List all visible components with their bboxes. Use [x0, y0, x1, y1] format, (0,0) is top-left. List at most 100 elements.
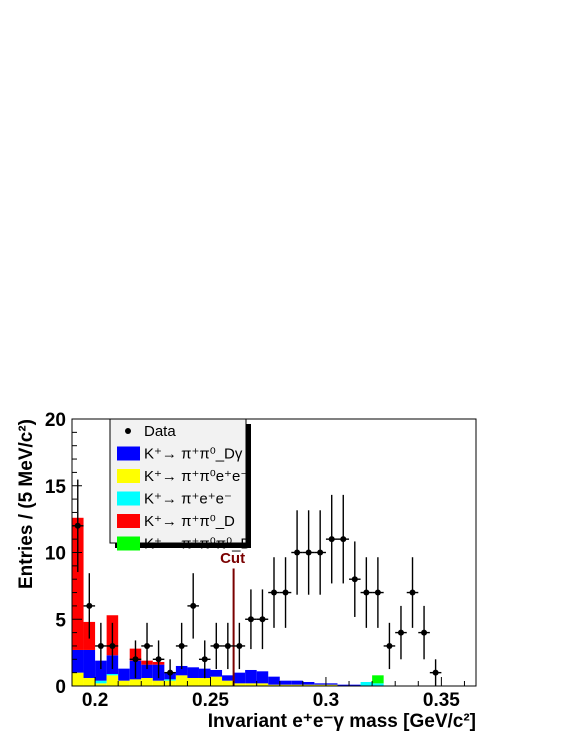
data-point-9	[187, 573, 199, 639]
legend: Data K⁺→ π⁺π⁰_Dγ K⁺→ π⁺π⁰e⁺e⁻ K⁺→ π⁺e⁺e⁻ K⁺→…	[109, 418, 251, 553]
bar-2-13	[222, 675, 234, 681]
bar-3-0	[72, 517, 84, 650]
data-point-19	[302, 510, 315, 595]
bar-2-15	[245, 669, 257, 684]
y-tick-label-0: 0	[55, 677, 66, 698]
svg-text:K⁺→ π⁺π⁰_Dγ: K⁺→ π⁺π⁰_Dγ	[144, 446, 243, 463]
x-tick-label-2: 0.3	[313, 690, 339, 711]
data-point-10	[198, 640, 211, 679]
bar-2-2	[95, 660, 107, 681]
bar-0-1	[83, 677, 96, 686]
bar-2-6	[141, 664, 153, 678]
data-point-4	[129, 640, 142, 679]
data-point-20	[314, 510, 326, 595]
y-tick-label-2: 10	[45, 544, 66, 565]
bar-0-13	[222, 680, 234, 686]
bar-0-9	[175, 675, 188, 686]
data-point-15	[256, 589, 269, 650]
bar-0-7	[152, 680, 165, 686]
bar-0-3	[106, 675, 119, 686]
bar-2-19	[291, 680, 303, 685]
svg-text:K⁺→ π⁺π⁰π⁰_D: K⁺→ π⁺π⁰π⁰_D	[144, 536, 251, 553]
bar-2-1	[83, 649, 96, 678]
data-point-12	[222, 622, 234, 670]
data-point-23	[349, 541, 361, 617]
bar-2-0	[72, 649, 84, 673]
data-point-18	[291, 510, 303, 595]
bar-0-5	[129, 679, 142, 686]
bar-0-17	[268, 684, 280, 686]
bar-0-11	[198, 677, 211, 686]
cut-marker: Cut	[220, 550, 245, 686]
data-point-0	[72, 479, 84, 573]
bar-2-16	[256, 671, 269, 684]
bar-0-18	[279, 684, 292, 686]
bar-2-18	[279, 680, 292, 685]
x-axis-title: Invariant e⁺e⁻γ mass [GeV/c²]	[208, 711, 476, 732]
bar-0-21	[314, 684, 326, 686]
data-point-3	[106, 622, 119, 670]
data-point-13	[233, 622, 246, 670]
bar-2-17	[268, 676, 280, 685]
data-point-25	[372, 557, 384, 628]
data-point-7	[164, 659, 176, 686]
svg-text:Data: Data	[144, 423, 176, 440]
x-tick-label-3: 0.35	[423, 690, 460, 711]
data-point-6	[152, 640, 165, 679]
bar-2-9	[175, 665, 188, 676]
bar-0-20	[302, 684, 315, 686]
x-tick-label-1: 0.25	[192, 690, 229, 711]
bar-0-16	[256, 683, 269, 686]
svg-text:K⁺→ π⁺π⁰_D: K⁺→ π⁺π⁰_D	[144, 513, 235, 530]
bar-2-4	[118, 668, 130, 681]
data-point-11	[210, 622, 223, 670]
bar-4-26	[372, 675, 384, 684]
data-point-8	[175, 622, 188, 670]
data-points	[72, 479, 442, 686]
data-point-17	[279, 557, 292, 628]
data-point-30	[429, 659, 442, 686]
bar-1-2	[95, 680, 107, 684]
legend-entry-1: K⁺→ π⁺e⁺e⁻	[117, 491, 232, 508]
bar-0-4	[118, 680, 130, 686]
x-tick-label-0: 0.2	[82, 690, 108, 711]
bar-2-12	[210, 669, 223, 677]
svg-text:K⁺→ π⁺π⁰e⁺e⁻: K⁺→ π⁺π⁰e⁺e⁻	[144, 468, 248, 485]
bar-0-2	[95, 683, 107, 686]
legend-entry-0: K⁺→ π⁺π⁰e⁺e⁻	[117, 468, 248, 485]
data-point-26	[383, 622, 396, 670]
data-point-22	[337, 494, 350, 584]
data-point-21	[325, 494, 338, 584]
bar-2-24	[349, 684, 361, 686]
bar-1-3	[106, 673, 119, 676]
cut-label: Cut	[220, 550, 245, 567]
bar-0-15	[245, 683, 257, 686]
legend-entry-2: K⁺→ π⁺π⁰_Dγ	[117, 446, 243, 463]
bar-2-14	[233, 672, 246, 684]
bar-2-20	[302, 681, 315, 685]
data-point-1	[83, 573, 96, 639]
bar-0-0	[72, 672, 84, 686]
bar-2-22	[325, 683, 338, 685]
y-tick-label-4: 20	[45, 410, 66, 431]
bar-0-19	[291, 684, 303, 686]
y-tick-label-1: 5	[55, 610, 66, 631]
bar-0-12	[210, 676, 223, 686]
bar-1-26	[372, 683, 384, 686]
y-tick-label-3: 15	[45, 477, 67, 498]
data-point-29	[418, 605, 430, 660]
legend-entry-data: Data	[125, 423, 176, 440]
data-point-14	[245, 589, 257, 650]
bar-0-14	[233, 683, 246, 686]
data-point-27	[395, 605, 407, 660]
bar-2-23	[337, 684, 350, 686]
data-point-2	[95, 622, 107, 670]
data-point-5	[141, 622, 153, 670]
data-point-28	[406, 557, 419, 628]
bar-1-25	[360, 681, 373, 686]
legend-entry-3: K⁺→ π⁺π⁰_D	[117, 513, 235, 530]
data-point-24	[360, 557, 373, 628]
axis-ticks: 0.2 0.25 0.3 0.35 0 5 10 15 20	[45, 410, 465, 711]
bar-0-22	[325, 684, 338, 686]
